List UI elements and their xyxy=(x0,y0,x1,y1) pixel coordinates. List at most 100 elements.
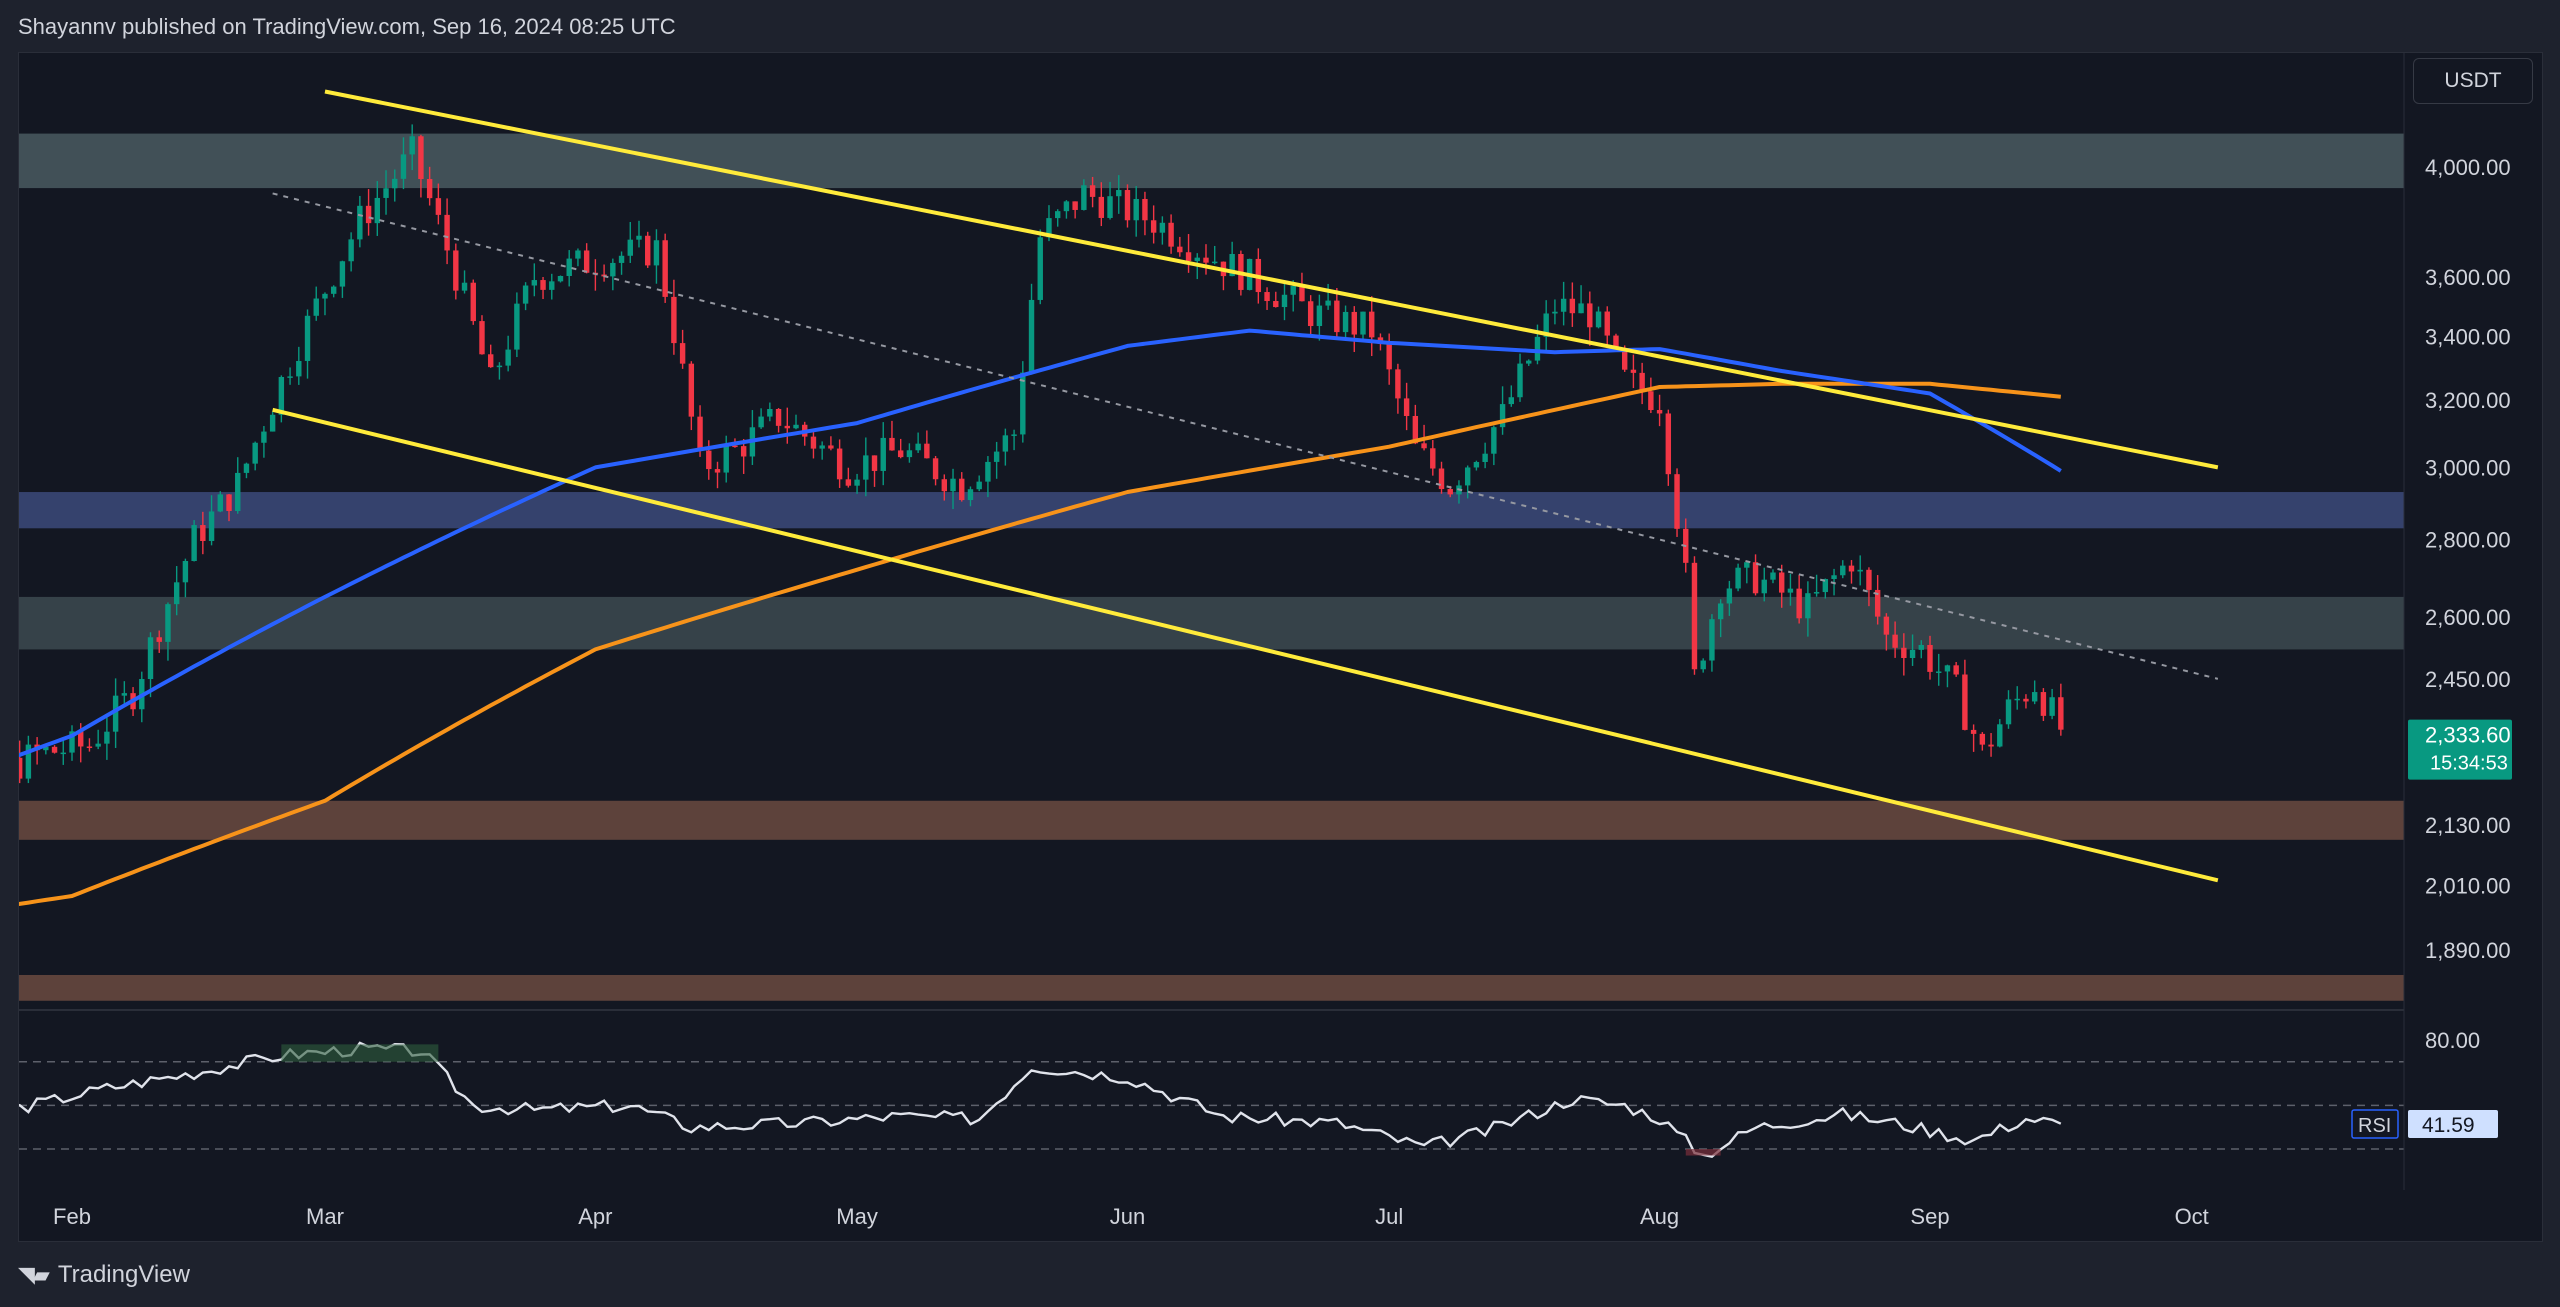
candle-body xyxy=(557,275,564,282)
candle-body xyxy=(496,365,503,368)
candle-body xyxy=(610,262,616,277)
candle-body xyxy=(1360,311,1366,335)
candle-body xyxy=(104,731,110,744)
candle-body xyxy=(470,282,476,322)
candle-body xyxy=(636,235,642,240)
candle-body xyxy=(1412,415,1419,444)
candle-body xyxy=(1848,565,1855,572)
candle-body xyxy=(479,321,485,355)
candle-body xyxy=(740,446,747,457)
candle-body xyxy=(793,424,799,429)
time-tick-label: May xyxy=(836,1204,878,1229)
candle-body xyxy=(1430,448,1436,469)
candle-body xyxy=(1150,220,1157,233)
candle-body xyxy=(2049,697,2055,716)
candle-body xyxy=(1438,468,1445,490)
candle-body xyxy=(1028,299,1035,373)
candle-body xyxy=(732,445,738,448)
candle-body xyxy=(1997,724,2003,747)
tradingview-logo-icon: ◥▰ xyxy=(18,1262,50,1287)
candle-body xyxy=(1648,391,1654,411)
candle-body xyxy=(1212,261,1218,264)
candle-body xyxy=(461,282,468,291)
candle-body xyxy=(784,425,790,429)
candle-body xyxy=(1517,363,1523,398)
price-tick-label: 2,600.00 xyxy=(2425,605,2511,630)
candle-body xyxy=(1037,237,1043,300)
candle-body xyxy=(1953,665,1959,675)
candle-body xyxy=(1726,588,1733,604)
candle-body xyxy=(723,445,729,473)
candle-body xyxy=(0,759,5,770)
candle-body xyxy=(1927,644,1933,672)
candle-body xyxy=(1613,335,1619,348)
candle-body xyxy=(871,455,878,471)
rsi-pane xyxy=(19,1041,2404,1158)
candle-body xyxy=(1970,729,1977,734)
candle-body xyxy=(531,280,538,286)
candle-body xyxy=(1857,569,1863,572)
candle-body xyxy=(339,261,346,287)
candle-body xyxy=(679,343,686,364)
candle-body xyxy=(1334,300,1340,333)
candle-body xyxy=(775,408,782,426)
candle-body xyxy=(645,235,651,266)
resistance-zone xyxy=(19,133,2404,189)
candle-body xyxy=(1177,246,1183,253)
candle-body xyxy=(828,445,834,449)
candle-body xyxy=(357,205,363,240)
candle-body xyxy=(1351,311,1357,335)
time-tick-label: Mar xyxy=(306,1204,344,1229)
candle-body xyxy=(706,450,712,470)
candle-body xyxy=(217,494,223,512)
candle-body xyxy=(1909,649,1916,658)
countdown-label: 15:34:53 xyxy=(2430,753,2508,775)
candle-body xyxy=(121,693,128,696)
candle-body xyxy=(426,179,433,199)
candle-body xyxy=(156,637,162,642)
candle-body xyxy=(1159,222,1166,233)
candle-body xyxy=(1656,410,1663,414)
price-tick-label: 4,000.00 xyxy=(2425,155,2511,180)
candle-body xyxy=(1831,575,1837,580)
candle-body xyxy=(959,478,965,501)
candle-body xyxy=(993,451,1000,462)
candle-body xyxy=(1840,565,1846,576)
candle-body xyxy=(444,214,450,251)
candle-body xyxy=(522,285,529,304)
candle-body xyxy=(60,752,66,755)
candle-body xyxy=(365,205,372,224)
candle-body xyxy=(1264,292,1270,302)
candle-body xyxy=(1595,311,1602,328)
candle-body xyxy=(313,298,319,316)
candle-body xyxy=(1299,285,1305,302)
brand-label: TradingView xyxy=(57,1261,190,1288)
candle-body xyxy=(1499,404,1506,428)
candle-body xyxy=(8,758,13,771)
candle-body xyxy=(1892,634,1898,648)
candle-body xyxy=(1002,435,1009,452)
candle-body xyxy=(2058,697,2064,730)
candle-body xyxy=(409,136,415,155)
ma-100-line xyxy=(19,328,2062,758)
rsi-name-badge xyxy=(2351,1109,2399,1139)
candle-body xyxy=(435,198,442,215)
candle-body xyxy=(1290,285,1296,295)
time-tick-label: Feb xyxy=(53,1204,91,1229)
candle-body xyxy=(1142,198,1148,221)
price-tick-label: 3,200.00 xyxy=(2425,388,2511,413)
candle-body xyxy=(819,445,825,449)
price-tick-label: 1,890.00 xyxy=(2425,938,2511,963)
candle-body xyxy=(906,450,913,458)
candle-body xyxy=(400,154,407,179)
demand-zone xyxy=(19,974,2404,1001)
last-price-badge xyxy=(2408,719,2512,780)
candle-body xyxy=(1307,301,1314,327)
candle-body xyxy=(19,757,23,779)
currency-button[interactable]: USDT xyxy=(2413,58,2533,104)
support-zone xyxy=(19,596,2404,650)
candle-body xyxy=(296,360,302,377)
candle-body xyxy=(514,303,520,350)
lower-channel-trendline xyxy=(272,407,2219,883)
